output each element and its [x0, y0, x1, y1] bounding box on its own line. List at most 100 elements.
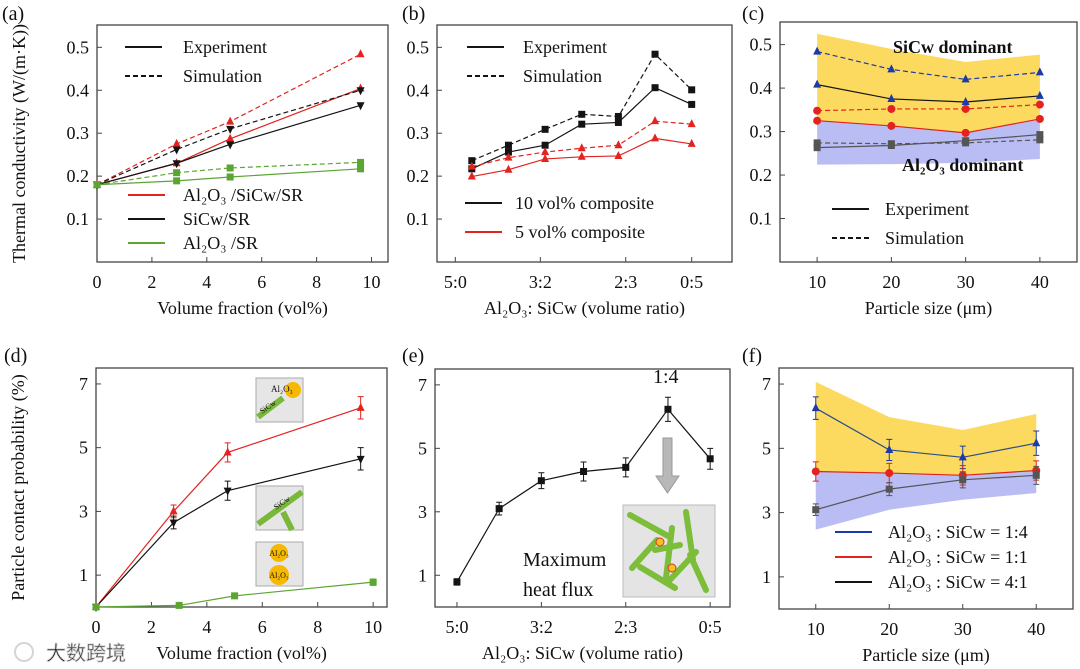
x-tick-label: 4 [202, 617, 211, 637]
panel-e: (e) 1 3 5 7 5:0 3:2 2:3 0:5 Al₂O₃: SiCw (volume r… [402, 345, 731, 664]
annotation-heat-flux: heat flux [523, 579, 594, 601]
y-tick-label: 3 [762, 503, 771, 523]
x-tick-label: 6 [258, 617, 267, 637]
y-tick-label: 0.5 [407, 37, 430, 57]
square-marker [92, 603, 100, 611]
series-line [815, 407, 1037, 458]
triangle-up-marker [1035, 67, 1044, 76]
square-marker [688, 86, 696, 94]
y-tick-label: 5 [418, 438, 427, 458]
x-tick-label: 10 [364, 617, 382, 637]
inset-label: Al₂O₃ [269, 571, 289, 580]
inset-label: Al₂O₃ [271, 384, 293, 394]
panel-a: (a) 0.1 0.2 0.3 0.4 0.5 0 2 4 6 8 10 Volume fraction… [2, 3, 389, 319]
y-tick-label: 1 [418, 565, 427, 585]
triangle-up-marker [504, 152, 513, 161]
triangle-up-marker [687, 119, 696, 128]
annotation-al2o3-dominant: Al₂O₃ dominant [902, 155, 1023, 175]
panel-label: (b) [402, 3, 425, 25]
square-marker [226, 164, 234, 172]
triangle-up-marker [887, 64, 896, 73]
square-marker [706, 455, 714, 463]
triangle-down-marker [356, 102, 365, 111]
square-marker [541, 141, 549, 149]
x-tick-label: 0 [92, 617, 101, 637]
x-tick-label: 6 [257, 272, 266, 292]
shaded-band [815, 470, 1037, 530]
square-marker [813, 139, 821, 147]
shaded-band [817, 33, 1040, 133]
square-marker [93, 181, 101, 189]
y-tick-label: 0.5 [750, 35, 773, 55]
square-marker [578, 110, 586, 118]
triangle-up-marker [169, 506, 178, 515]
series-line [96, 89, 361, 186]
whisker-shape [637, 564, 678, 591]
square-marker [812, 506, 820, 514]
y-tick-label: 1 [762, 567, 771, 587]
square-marker [688, 100, 696, 108]
y-axis-title: Thermal conductivity (W/(m·K)) [9, 24, 30, 263]
triangle-up-marker [467, 161, 476, 170]
panel-b: (b) 0.1 0.2 0.3 0.4 0.5 5:0 3:2 2:3 0:5 Al₂O₃: SiC… [402, 3, 733, 319]
x-tick-label: 2:3 [614, 617, 637, 637]
annotation-maximum: Maximum [523, 549, 607, 571]
y-tick-label: 1 [79, 565, 88, 585]
triangle-up-marker [614, 140, 623, 149]
plot-frame [778, 367, 1074, 610]
x-axis-title: Al₂O₃: SiCw (volume ratio) [482, 643, 683, 664]
shaded-band [817, 118, 1040, 165]
x-tick-label: 20 [882, 272, 900, 292]
triangle-up-marker [651, 133, 660, 142]
square-marker [231, 592, 239, 600]
x-tick-label: 0 [93, 272, 102, 292]
particle-shape [269, 565, 289, 585]
y-tick-label: 0.2 [407, 166, 430, 186]
triangle-down-marker [223, 487, 232, 496]
annotation-sicw-dominant: SiCw dominant [893, 37, 1013, 57]
circle-marker [887, 104, 896, 113]
legend-entry: Al₂O₃ : SiCw = 1:1 [888, 547, 1028, 567]
square-marker [369, 578, 377, 586]
circle-marker [811, 467, 820, 476]
series-line [96, 161, 361, 186]
legend-simulation: Simulation [523, 66, 602, 86]
triangle-up-marker [504, 164, 513, 173]
plot-frame [779, 21, 1078, 263]
panel-c: (c) 0.1 0.2 0.3 0.4 0.5 10 20 30 40 Particle size … [742, 3, 1078, 319]
y-tick-label: 0.1 [67, 209, 90, 229]
series-line [95, 458, 361, 608]
triangle-up-marker [356, 49, 365, 58]
x-tick-label: 3:2 [529, 272, 552, 292]
watermark-logo: 大数跨境 [46, 642, 126, 665]
x-tick-label: 4 [202, 272, 211, 292]
square-marker [173, 169, 181, 177]
square-marker [175, 601, 183, 609]
y-tick-label: 7 [79, 374, 88, 394]
triangle-up-marker [356, 402, 365, 411]
plot-frame [95, 367, 388, 608]
y-tick-label: 5 [762, 438, 771, 458]
plot-frame [436, 24, 733, 263]
square-marker [651, 50, 659, 58]
x-axis-title: Volume fraction (vol%) [157, 298, 328, 319]
circle-marker [813, 116, 822, 125]
series-line [815, 469, 1037, 476]
series-line [96, 168, 361, 186]
legend-entry: Al₂O₃ : SiCw = 4:1 [888, 572, 1028, 592]
triangle-up-marker [687, 138, 696, 147]
annotation-peak-ratio: 1:4 [653, 366, 679, 388]
y-tick-label: 0.4 [407, 80, 430, 100]
series-line [95, 407, 361, 608]
whisker-shape [683, 509, 696, 563]
square-marker [887, 141, 895, 149]
whisker-shape [256, 395, 285, 420]
y-axis-title: Particle contact probability (%) [8, 374, 29, 600]
square-marker [537, 477, 545, 485]
square-marker [226, 173, 234, 181]
series-line [817, 139, 1040, 145]
y-tick-label: 0.5 [67, 37, 90, 57]
triangle-down-marker [226, 141, 235, 150]
square-marker [578, 120, 586, 128]
